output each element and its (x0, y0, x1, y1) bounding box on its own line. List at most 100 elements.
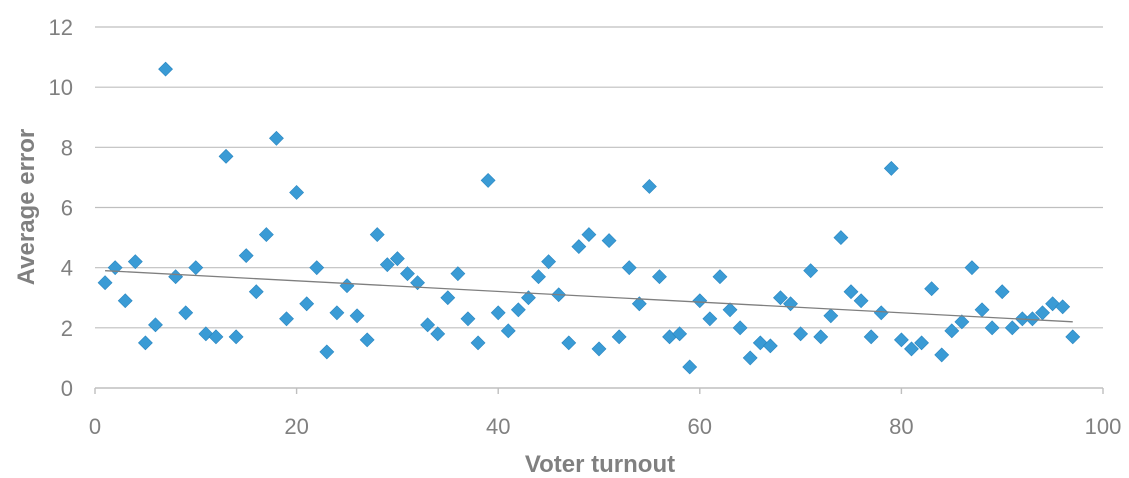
data-point (762, 338, 778, 354)
data-point (561, 335, 577, 351)
data-point (541, 254, 557, 270)
data-point (500, 323, 516, 339)
data-point (883, 160, 899, 176)
data-point (944, 323, 960, 339)
data-point (289, 185, 305, 200)
data-point (954, 314, 970, 330)
data-point (742, 350, 758, 366)
data-point (601, 233, 617, 249)
data-point (621, 260, 637, 276)
data-point (158, 61, 173, 77)
data-point (420, 317, 436, 333)
data-point (682, 359, 698, 375)
data-point (258, 227, 274, 242)
data-point (863, 329, 879, 345)
data-point (279, 311, 294, 327)
x-tick-label: 60 (688, 414, 712, 439)
data-point (440, 290, 456, 306)
data-point (460, 311, 476, 327)
y-tick-label: 6 (61, 196, 73, 221)
data-point (1055, 299, 1071, 315)
data-point (571, 239, 587, 255)
y-tick-label: 10 (49, 75, 73, 100)
data-point (178, 305, 194, 321)
data-point (319, 344, 335, 360)
trendline-group (105, 270, 1073, 323)
data-point (974, 302, 990, 318)
data-point (218, 148, 234, 164)
x-axis-title: Voter turnout (525, 451, 675, 478)
data-point (712, 269, 728, 285)
data-point (823, 308, 839, 324)
data-point (480, 173, 496, 188)
data-point (1025, 311, 1040, 327)
data-point (410, 275, 425, 291)
data-point (732, 320, 748, 336)
data-point (641, 179, 657, 194)
data-point (349, 308, 365, 324)
data-point (117, 293, 133, 309)
data-point (722, 302, 738, 318)
data-point (893, 332, 909, 348)
data-point (631, 296, 647, 312)
data-point (168, 269, 184, 285)
x-tick-label: 20 (284, 414, 308, 439)
data-point (389, 251, 405, 267)
x-tick-label: 40 (486, 414, 510, 439)
data-point (833, 230, 849, 246)
data-point (773, 290, 788, 306)
data-point (793, 326, 809, 342)
data-point (470, 335, 486, 351)
data-point (904, 341, 919, 357)
data-point (379, 257, 395, 273)
data-point (611, 329, 627, 345)
data-point (188, 260, 204, 276)
data-point (692, 293, 708, 309)
y-tick-label: 4 (61, 256, 73, 281)
y-tick-label: 12 (49, 15, 73, 40)
data-point (228, 329, 244, 345)
y-tick-label: 8 (61, 135, 73, 160)
data-point (531, 269, 546, 285)
data-point (510, 302, 526, 318)
data-point (843, 284, 859, 300)
data-point (1065, 329, 1081, 345)
data-point (521, 290, 536, 306)
data-point (652, 269, 667, 285)
x-tick-labels: 0 20 40 60 80 100 (89, 414, 1121, 439)
data-point (107, 260, 123, 276)
data-point (914, 335, 929, 351)
data-point (934, 347, 950, 363)
data-point (97, 275, 113, 291)
data-point (450, 266, 466, 282)
data-point (248, 284, 264, 300)
data-point (238, 248, 254, 264)
data-point (269, 130, 284, 146)
data-point (591, 341, 607, 357)
x-tick-label: 80 (889, 414, 913, 439)
trendline (105, 270, 1073, 323)
data-point (853, 293, 869, 309)
data-point (127, 254, 143, 270)
data-point (924, 281, 940, 297)
data-point (581, 227, 597, 242)
data-point (984, 320, 1000, 336)
gridlines (95, 26, 1103, 329)
data-point (430, 326, 446, 342)
data-point (672, 326, 688, 342)
data-point (137, 335, 153, 351)
data-point (873, 305, 889, 321)
data-point (339, 278, 355, 294)
x-tick-label: 0 (89, 414, 101, 439)
x-tick-label: 100 (1085, 414, 1122, 439)
data-point (1004, 320, 1020, 336)
data-point (490, 305, 506, 321)
data-point (309, 260, 325, 276)
y-tick-label: 0 (61, 376, 73, 401)
y-tick-labels: 0 2 4 6 8 10 12 (49, 15, 73, 401)
data-point (994, 284, 1010, 300)
y-axis-title: Average error (13, 129, 40, 286)
data-point (964, 260, 980, 276)
data-point (813, 329, 829, 345)
